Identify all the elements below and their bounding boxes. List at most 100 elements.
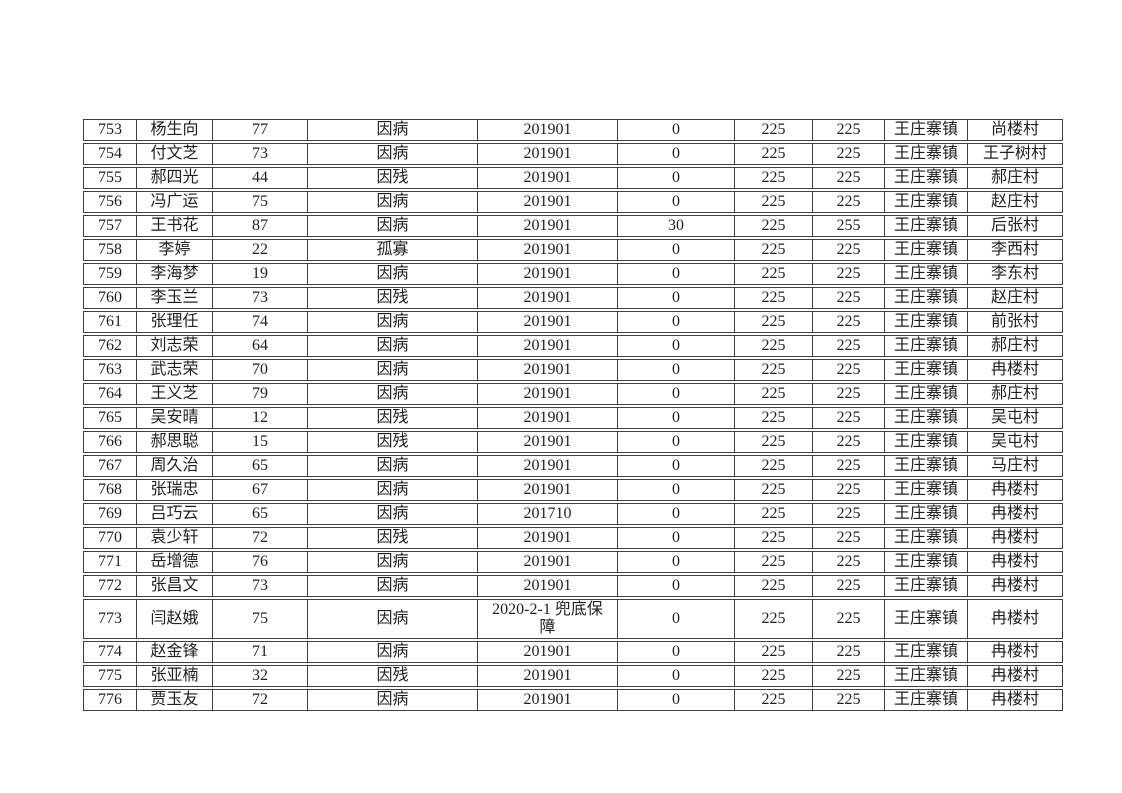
- cell-amount2: 225: [735, 287, 813, 309]
- cell-seq: 774: [83, 641, 137, 663]
- table-row: 767 周久治 65 因病 201901 0 225 225 王庄寨镇 马庄村: [83, 455, 1063, 477]
- cell-amount3: 225: [813, 167, 885, 189]
- cell-date: 201901: [478, 407, 618, 429]
- cell-date: 201901: [478, 359, 618, 381]
- cell-date: 201901: [478, 215, 618, 237]
- table-row: 768 张瑞忠 67 因病 201901 0 225 225 王庄寨镇 冉楼村: [83, 479, 1063, 501]
- cell-amount3: 225: [813, 431, 885, 453]
- cell-town: 王庄寨镇: [885, 575, 968, 597]
- cell-amount3: 225: [813, 641, 885, 663]
- assistance-roster-table: 753 杨生向 77 因病 201901 0 225 225 王庄寨镇 尚楼村 754 付文芝 73 因病…: [83, 117, 1063, 713]
- cell-town: 王庄寨镇: [885, 191, 968, 213]
- cell-village: 冉楼村: [968, 665, 1063, 687]
- cell-town: 王庄寨镇: [885, 599, 968, 639]
- cell-seq: 772: [83, 575, 137, 597]
- cell-amount3: 225: [813, 383, 885, 405]
- cell-seq: 762: [83, 335, 137, 357]
- cell-date: 201901: [478, 527, 618, 549]
- cell-amount1: 0: [618, 551, 735, 573]
- cell-amount1: 0: [618, 359, 735, 381]
- cell-amount1: 0: [618, 263, 735, 285]
- cell-amount1: 30: [618, 215, 735, 237]
- cell-amount1: 0: [618, 287, 735, 309]
- cell-date: 201901: [478, 641, 618, 663]
- cell-name: 刘志荣: [137, 335, 213, 357]
- cell-age: 32: [213, 665, 308, 687]
- cell-reason: 因残: [308, 527, 478, 549]
- cell-age: 64: [213, 335, 308, 357]
- cell-amount3: 225: [813, 407, 885, 429]
- table-row: 773 闫赵娥 75 因病 2020-2-1 兜底保障 0 225 225 王庄寨镇 冉楼村: [83, 599, 1063, 639]
- table-row: 763 武志荣 70 因病 201901 0 225 225 王庄寨镇 冉楼村: [83, 359, 1063, 381]
- cell-seq: 771: [83, 551, 137, 573]
- cell-village: 前张村: [968, 311, 1063, 333]
- cell-village: 赵庄村: [968, 287, 1063, 309]
- cell-seq: 775: [83, 665, 137, 687]
- cell-amount2: 225: [735, 551, 813, 573]
- cell-seq: 753: [83, 119, 137, 141]
- cell-age: 75: [213, 191, 308, 213]
- cell-village: 李东村: [968, 263, 1063, 285]
- cell-amount1: 0: [618, 143, 735, 165]
- table-row: 770 袁少轩 72 因残 201901 0 225 225 王庄寨镇 冉楼村: [83, 527, 1063, 549]
- cell-reason: 因病: [308, 359, 478, 381]
- cell-village: 郝庄村: [968, 383, 1063, 405]
- cell-seq: 768: [83, 479, 137, 501]
- cell-age: 67: [213, 479, 308, 501]
- cell-amount2: 225: [735, 665, 813, 687]
- cell-town: 王庄寨镇: [885, 527, 968, 549]
- cell-reason: 因残: [308, 167, 478, 189]
- cell-name: 张理任: [137, 311, 213, 333]
- cell-amount3: 225: [813, 503, 885, 525]
- table-row: 761 张理任 74 因病 201901 0 225 225 王庄寨镇 前张村: [83, 311, 1063, 333]
- cell-amount1: 0: [618, 527, 735, 549]
- cell-age: 65: [213, 503, 308, 525]
- cell-amount1: 0: [618, 335, 735, 357]
- cell-amount1: 0: [618, 167, 735, 189]
- cell-reason: 因残: [308, 407, 478, 429]
- cell-amount3: 225: [813, 479, 885, 501]
- cell-reason: 因病: [308, 311, 478, 333]
- cell-reason: 因病: [308, 215, 478, 237]
- cell-amount2: 225: [735, 527, 813, 549]
- cell-town: 王庄寨镇: [885, 119, 968, 141]
- cell-town: 王庄寨镇: [885, 239, 968, 261]
- cell-amount3: 225: [813, 143, 885, 165]
- cell-age: 71: [213, 641, 308, 663]
- cell-reason: 因病: [308, 263, 478, 285]
- cell-age: 73: [213, 287, 308, 309]
- cell-name: 杨生向: [137, 119, 213, 141]
- cell-date: 201901: [478, 143, 618, 165]
- cell-town: 王庄寨镇: [885, 287, 968, 309]
- cell-town: 王庄寨镇: [885, 479, 968, 501]
- cell-age: 44: [213, 167, 308, 189]
- cell-reason: 因病: [308, 455, 478, 477]
- cell-date: 201901: [478, 551, 618, 573]
- cell-reason: 因病: [308, 689, 478, 711]
- table-row: 764 王义芝 79 因病 201901 0 225 225 王庄寨镇 郝庄村: [83, 383, 1063, 405]
- table-row: 753 杨生向 77 因病 201901 0 225 225 王庄寨镇 尚楼村: [83, 119, 1063, 141]
- cell-town: 王庄寨镇: [885, 455, 968, 477]
- cell-town: 王庄寨镇: [885, 311, 968, 333]
- cell-amount1: 0: [618, 311, 735, 333]
- cell-amount1: 0: [618, 479, 735, 501]
- table-row: 758 李婷 22 孤寡 201901 0 225 225 王庄寨镇 李西村: [83, 239, 1063, 261]
- cell-amount3: 225: [813, 119, 885, 141]
- cell-age: 65: [213, 455, 308, 477]
- cell-seq: 764: [83, 383, 137, 405]
- cell-reason: 因病: [308, 119, 478, 141]
- table-row: 762 刘志荣 64 因病 201901 0 225 225 王庄寨镇 郝庄村: [83, 335, 1063, 357]
- cell-amount3: 225: [813, 191, 885, 213]
- cell-seq: 755: [83, 167, 137, 189]
- cell-name: 岳增德: [137, 551, 213, 573]
- cell-name: 张昌文: [137, 575, 213, 597]
- cell-amount1: 0: [618, 599, 735, 639]
- cell-date: 201901: [478, 431, 618, 453]
- cell-reason: 因病: [308, 335, 478, 357]
- cell-amount1: 0: [618, 455, 735, 477]
- cell-age: 72: [213, 689, 308, 711]
- cell-seq: 773: [83, 599, 137, 639]
- cell-date: 201901: [478, 119, 618, 141]
- cell-seq: 767: [83, 455, 137, 477]
- cell-amount2: 225: [735, 119, 813, 141]
